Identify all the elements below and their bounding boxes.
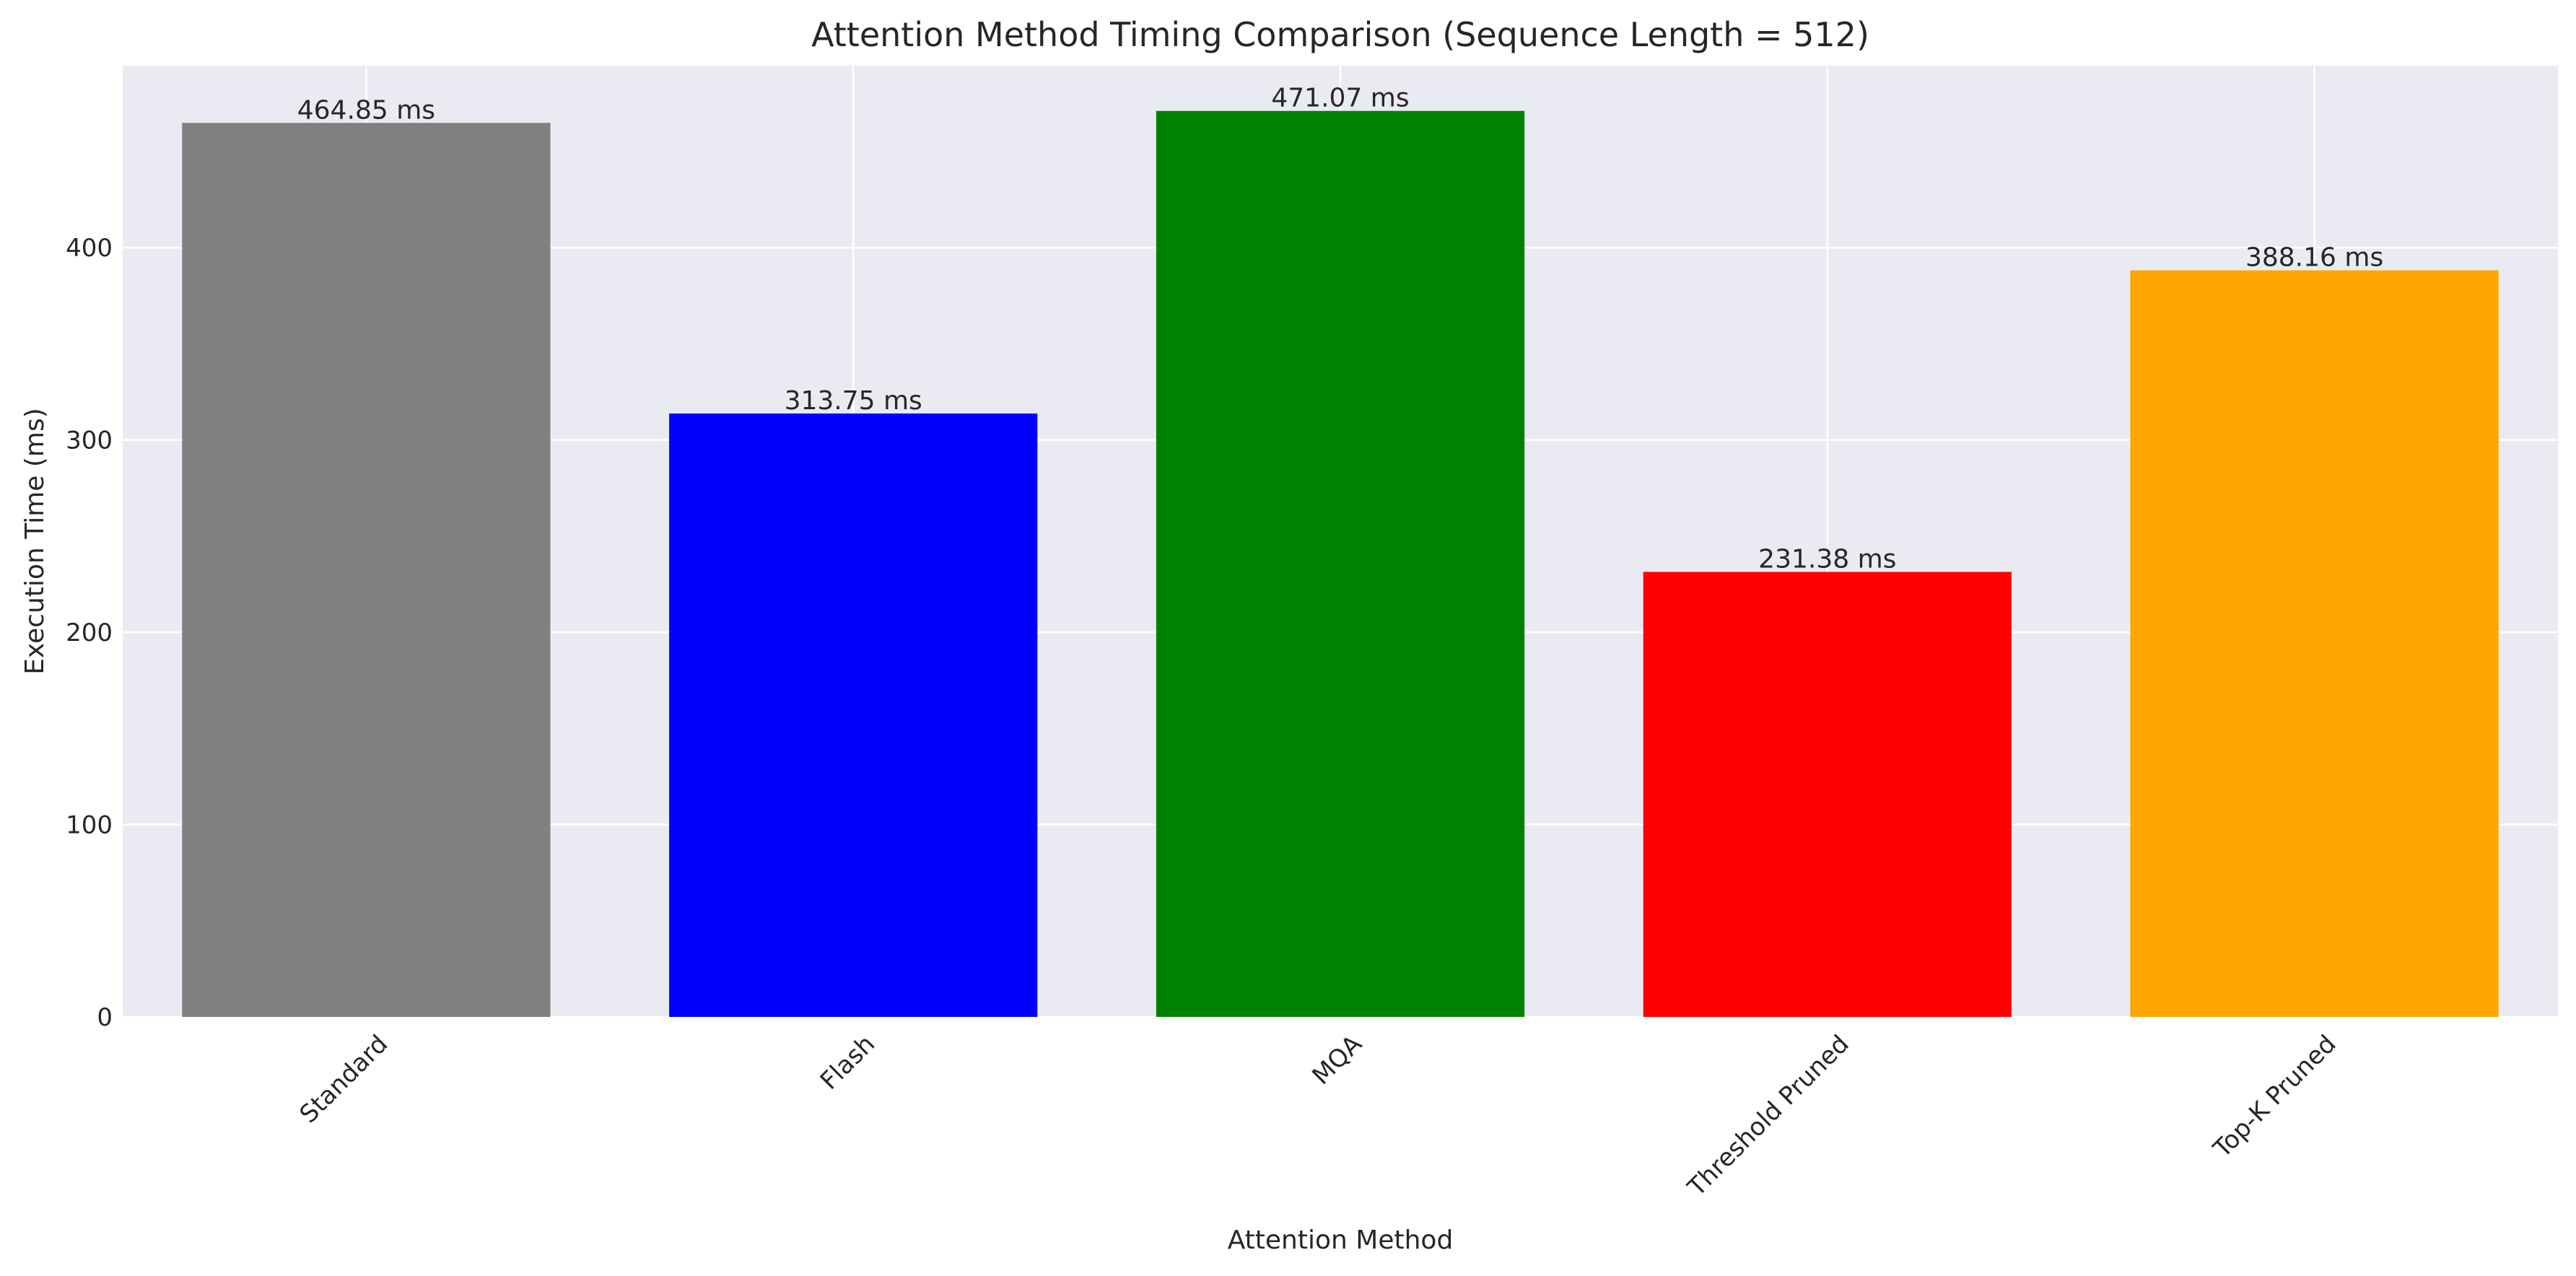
bar-top-k-pruned: [2130, 270, 2499, 1017]
bar-labels-layer: 464.85 ms 313.75 ms 471.07 ms 231.38 ms 388.…: [297, 84, 2383, 574]
bar-value-label: 471.07 ms: [1271, 84, 1409, 113]
x-axis-ticks: Standard Flash MQA Threshold Pruned Top-K Pr…: [294, 1030, 2342, 1203]
bar-mqa: [1156, 110, 1525, 1017]
x-tick-label: Flash: [815, 1030, 881, 1096]
x-tick-label: Standard: [294, 1030, 394, 1129]
y-axis-ticks: 0 100 200 300 400: [66, 234, 113, 1032]
y-tick-label: 200: [66, 619, 113, 647]
chart-title: Attention Method Timing Comparison (Sequ…: [811, 15, 1869, 54]
x-axis-label: Attention Method: [1228, 1225, 1454, 1255]
bar-threshold-pruned: [1643, 572, 2012, 1017]
bar-value-label: 231.38 ms: [1758, 544, 1896, 574]
x-tick-label: Top-K Pruned: [2207, 1030, 2341, 1164]
y-tick-label: 100: [66, 811, 113, 840]
bar-value-label: 313.75 ms: [785, 386, 922, 416]
x-tick-label: MQA: [1306, 1030, 1367, 1091]
y-tick-label: 300: [66, 427, 113, 455]
x-tick-label: Threshold Pruned: [1682, 1030, 1855, 1203]
y-axis-label: Execution Time (ms): [20, 408, 50, 675]
bar-value-label: 388.16 ms: [2245, 243, 2383, 273]
y-tick-label: 0: [97, 1003, 113, 1032]
bars-layer: [182, 110, 2499, 1017]
bar-flash: [669, 413, 1038, 1017]
y-tick-label: 400: [66, 234, 113, 263]
bar-standard: [182, 123, 551, 1017]
bar-value-label: 464.85 ms: [297, 95, 435, 125]
